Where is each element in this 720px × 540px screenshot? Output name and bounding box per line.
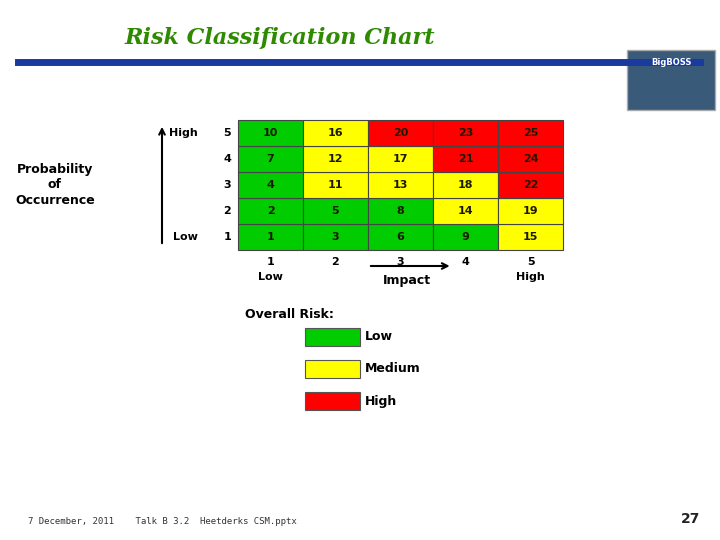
Text: 7: 7 xyxy=(266,154,274,164)
Text: 17: 17 xyxy=(392,154,408,164)
FancyBboxPatch shape xyxy=(238,224,303,250)
FancyBboxPatch shape xyxy=(238,120,303,146)
FancyBboxPatch shape xyxy=(498,120,563,146)
FancyBboxPatch shape xyxy=(238,172,303,198)
Text: 4: 4 xyxy=(462,257,469,267)
FancyBboxPatch shape xyxy=(303,120,368,146)
Text: 20: 20 xyxy=(393,128,408,138)
Text: 3: 3 xyxy=(397,257,405,267)
Text: 1: 1 xyxy=(266,232,274,242)
Text: 22: 22 xyxy=(523,180,539,190)
Text: 3: 3 xyxy=(332,232,339,242)
FancyBboxPatch shape xyxy=(303,172,368,198)
FancyBboxPatch shape xyxy=(238,198,303,224)
FancyBboxPatch shape xyxy=(368,146,433,172)
FancyBboxPatch shape xyxy=(498,224,563,250)
FancyBboxPatch shape xyxy=(498,172,563,198)
FancyBboxPatch shape xyxy=(305,328,360,346)
Text: 23: 23 xyxy=(458,128,473,138)
FancyBboxPatch shape xyxy=(368,224,433,250)
Text: 18: 18 xyxy=(458,180,473,190)
Text: 25: 25 xyxy=(523,128,538,138)
Text: BigBOSS: BigBOSS xyxy=(651,58,691,67)
FancyBboxPatch shape xyxy=(433,198,498,224)
FancyBboxPatch shape xyxy=(433,172,498,198)
Text: 2: 2 xyxy=(223,206,231,216)
Text: High: High xyxy=(365,395,397,408)
Text: Impact: Impact xyxy=(383,274,431,287)
Text: Low: Low xyxy=(258,272,283,282)
Text: Low: Low xyxy=(173,232,198,242)
Text: 7 December, 2011    Talk B 3.2  Heetderks CSM.pptx: 7 December, 2011 Talk B 3.2 Heetderks CS… xyxy=(28,517,297,526)
FancyBboxPatch shape xyxy=(368,198,433,224)
Text: 3: 3 xyxy=(223,180,231,190)
FancyBboxPatch shape xyxy=(368,172,433,198)
Text: 15: 15 xyxy=(523,232,538,242)
Text: 1: 1 xyxy=(266,257,274,267)
FancyBboxPatch shape xyxy=(305,360,360,378)
Text: 4: 4 xyxy=(223,154,231,164)
Text: 27: 27 xyxy=(680,512,700,526)
FancyBboxPatch shape xyxy=(433,120,498,146)
FancyBboxPatch shape xyxy=(368,120,433,146)
FancyBboxPatch shape xyxy=(238,146,303,172)
Text: High: High xyxy=(516,272,545,282)
Text: 14: 14 xyxy=(458,206,473,216)
FancyBboxPatch shape xyxy=(303,198,368,224)
Text: Low: Low xyxy=(365,330,393,343)
FancyBboxPatch shape xyxy=(498,146,563,172)
Text: 8: 8 xyxy=(397,206,405,216)
Text: 24: 24 xyxy=(523,154,539,164)
Text: Medium: Medium xyxy=(365,362,420,375)
Text: Overall Risk:: Overall Risk: xyxy=(245,308,334,321)
Text: 2: 2 xyxy=(332,257,339,267)
FancyBboxPatch shape xyxy=(303,146,368,172)
FancyBboxPatch shape xyxy=(303,224,368,250)
FancyBboxPatch shape xyxy=(305,392,360,410)
Text: High: High xyxy=(169,128,198,138)
Text: 19: 19 xyxy=(523,206,539,216)
Text: 5: 5 xyxy=(332,206,339,216)
FancyBboxPatch shape xyxy=(433,224,498,250)
Text: 5: 5 xyxy=(527,257,534,267)
Text: 12: 12 xyxy=(328,154,343,164)
Text: 2: 2 xyxy=(266,206,274,216)
FancyBboxPatch shape xyxy=(433,146,498,172)
Text: 9: 9 xyxy=(462,232,469,242)
Text: 11: 11 xyxy=(328,180,343,190)
Text: Risk Classification Chart: Risk Classification Chart xyxy=(125,27,436,49)
FancyBboxPatch shape xyxy=(498,198,563,224)
Text: 16: 16 xyxy=(328,128,343,138)
Text: 1: 1 xyxy=(223,232,231,242)
FancyBboxPatch shape xyxy=(627,50,715,110)
Text: 21: 21 xyxy=(458,154,473,164)
Text: Probability
of
Occurrence: Probability of Occurrence xyxy=(15,164,95,206)
Text: 13: 13 xyxy=(393,180,408,190)
Text: 5: 5 xyxy=(223,128,231,138)
Text: 10: 10 xyxy=(263,128,278,138)
Text: 4: 4 xyxy=(266,180,274,190)
Text: 6: 6 xyxy=(397,232,405,242)
